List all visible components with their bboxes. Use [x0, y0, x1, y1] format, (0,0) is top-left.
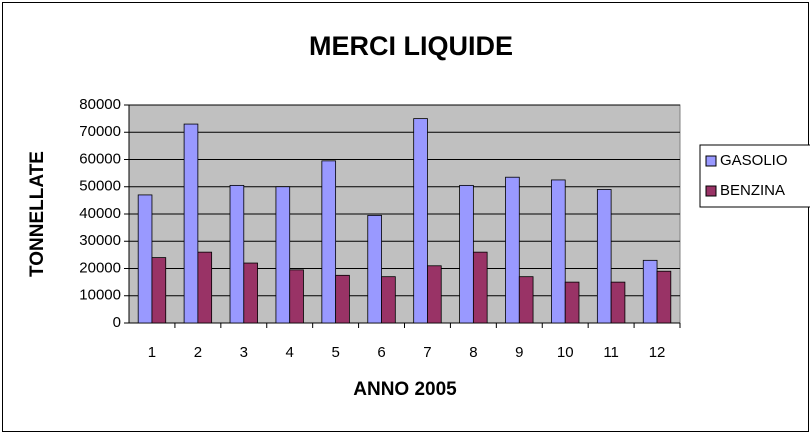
bar — [518, 276, 534, 324]
legend-box — [699, 144, 810, 208]
y-axis-title: TONNELLATE — [27, 151, 48, 277]
legend-label: BENZINA — [720, 182, 785, 199]
y-tick-label: 70000 — [79, 123, 121, 140]
bar — [243, 262, 258, 324]
legend-label: GASOLIO — [720, 152, 788, 169]
bar — [321, 160, 337, 324]
y-tick-label: 50000 — [79, 178, 121, 195]
bar — [335, 274, 350, 324]
x-tick-label: 2 — [194, 344, 202, 361]
x-tick-label: 12 — [649, 344, 666, 361]
x-tick-label: 8 — [469, 344, 477, 361]
y-tick-label: 30000 — [79, 232, 121, 249]
x-tick-label: 1 — [148, 344, 156, 361]
bar — [183, 123, 199, 324]
bar — [459, 184, 474, 324]
legend-swatch — [705, 185, 717, 197]
bar — [610, 281, 626, 324]
x-tick-label: 11 — [603, 344, 619, 361]
y-tick-label: 10000 — [79, 287, 121, 304]
bar — [413, 118, 428, 324]
bar — [137, 194, 153, 324]
bar — [381, 276, 396, 324]
bar — [564, 281, 580, 324]
x-tick-label: 10 — [557, 344, 574, 361]
bar — [367, 214, 382, 324]
y-tick-label: 0 — [113, 314, 121, 331]
y-tick-label: 20000 — [79, 259, 121, 276]
bar — [505, 176, 520, 324]
x-tick-label: 4 — [286, 344, 294, 361]
x-tick-label: 6 — [377, 344, 385, 361]
x-tick-label: 7 — [423, 344, 431, 361]
bar — [151, 257, 167, 324]
bar — [472, 251, 488, 324]
bar — [551, 179, 566, 324]
x-tick-label: 5 — [331, 344, 339, 361]
bar — [596, 189, 612, 324]
x-tick-label: 9 — [515, 344, 523, 361]
bar — [642, 259, 658, 324]
x-tick-label: 3 — [240, 344, 248, 361]
legend-swatch — [705, 155, 717, 167]
bar — [275, 186, 291, 324]
y-tick-label: 80000 — [79, 96, 121, 113]
bar — [656, 270, 672, 324]
y-tick-label: 40000 — [79, 205, 121, 222]
bar — [427, 265, 442, 324]
bar — [197, 251, 213, 324]
bar — [229, 184, 245, 324]
y-tick-label: 60000 — [79, 150, 121, 167]
x-axis-title: ANNO 2005 — [353, 379, 457, 400]
chart-title: MERCI LIQUIDE — [309, 31, 513, 61]
bar — [289, 269, 304, 324]
